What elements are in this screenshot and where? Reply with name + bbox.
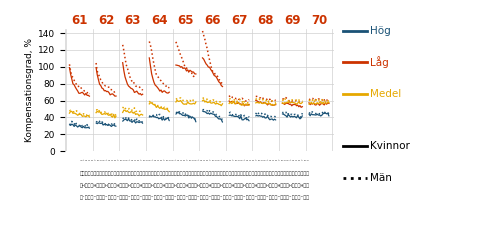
Text: ᴏʜᴏᴏᴏʜᴏᴏᴏʜᴏᴏᴏʜᴏᴏᴏʜᴏᴏᴏʜᴏᴏᴏʜᴏᴏᴏʜᴏᴏᴏʜᴏᴏᴏʜᴏᴏᴏʜᴏᴏᴏʜᴏᴏᴏʜᴏᴏᴏʜᴏᴏᴏʜᴏᴏᴏʜᴏᴏᴏʜᴏᴏᴏʜᴏᴏᴏʜᴏᴏᴏʜᴏᴏ: ᴏʜᴏᴏᴏʜᴏᴏᴏʜᴏᴏᴏʜᴏᴏᴏʜᴏᴏᴏʜᴏᴏᴏʜᴏᴏᴏʜᴏᴏᴏʜᴏᴏᴏʜᴏᴏ… — [79, 183, 310, 188]
Text: Män: Män — [370, 173, 392, 183]
Text: Hög: Hög — [370, 26, 390, 36]
Text: ᴺᴬᴺᵁᴺᴬᴺᵁᴺᴬᴺᵁᴺᴬᴺᵁᴺᴬᴺᵁᴺᴬᴺᵁᴺᴬᴺᵁᴺᴬᴺᵁᴺᴬᴺᵁᴺᴬᴺᵁᴺᴬᴺᵁᴺᴬᴺᵁᴺᴬᴺᵁᴺᴬᴺᵁᴺᴬᴺᵁᴺᴬᴺᵁᴺᴬᴺᵁᴺᴬᴺᵁᴺᴬᴺᵁᴺᴬᴺᵁ: ᴺᴬᴺᵁᴺᴬᴺᵁᴺᴬᴺᵁᴺᴬᴺᵁᴺᴬᴺᵁᴺᴬᴺᵁᴺᴬᴺᵁᴺᴬᴺᵁᴺᴬᴺᵁᴺᴬᴺᵁ… — [79, 159, 310, 163]
Text: Kvinnor: Kvinnor — [370, 141, 409, 151]
Text: Låg: Låg — [370, 56, 388, 68]
Text: ᴏᴏᴏᴏᴏᴏᴏᴏᴏᴏᴏᴏᴏᴏᴏᴏᴏᴏᴏᴏᴏᴏᴏᴏᴏᴏᴏᴏᴏᴏᴏᴏᴏᴏᴏᴏᴏᴏᴏᴏᴏᴏᴏᴏᴏᴏᴏᴏᴏᴏᴏᴏᴏᴏᴏᴏᴏᴏᴏᴏᴏᴏᴏᴏᴏᴏᴏᴏᴏᴏᴏᴏᴏᴏᴏᴏᴏᴏᴏᴏ: ᴏᴏᴏᴏᴏᴏᴏᴏᴏᴏᴏᴏᴏᴏᴏᴏᴏᴏᴏᴏᴏᴏᴏᴏᴏᴏᴏᴏᴏᴏᴏᴏᴏᴏᴏᴏᴏᴏᴏᴏ… — [79, 171, 310, 176]
Text: Medel: Medel — [370, 89, 401, 99]
Y-axis label: Kompensationsgrad, %: Kompensationsgrad, % — [24, 38, 34, 142]
Text: ᴏᴺᴏᴏᴏᴺᴏᴏᴏᴺᴏᴏᴏᴺᴏᴏᴏᴺᴏᴏᴏᴺᴏᴏᴏᴺᴏᴏᴏᴺᴏᴏᴏᴺᴏᴏᴏᴺᴏᴏᴏᴺᴏᴏᴏᴺᴏᴏᴏᴺᴏᴏᴏᴺᴏᴏᴏᴺᴏᴏᴏᴺᴏᴏᴏᴺᴏᴏᴏᴺᴏᴏᴏᴺᴏᴏᴏᴺᴏᴏ: ᴏᴺᴏᴏᴏᴺᴏᴏᴏᴺᴏᴏᴏᴺᴏᴏᴏᴺᴏᴏᴏᴺᴏᴏᴏᴺᴏᴏᴏᴺᴏᴏᴏᴺᴏᴏᴏᴺᴏᴏ… — [79, 195, 310, 200]
